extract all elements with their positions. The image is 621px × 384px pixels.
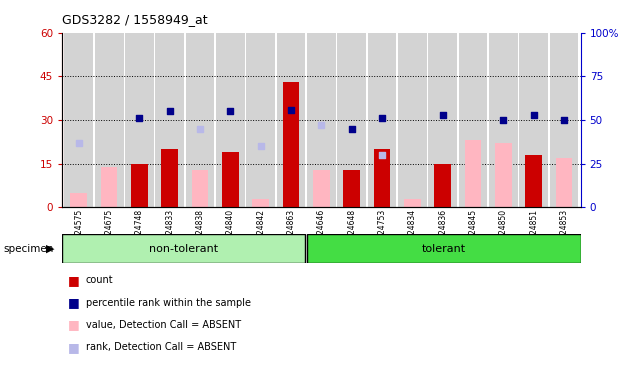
Point [225, 108, 235, 114]
Point [165, 108, 175, 114]
Bar [276, 33, 306, 207]
Bar [186, 33, 214, 207]
Point [498, 117, 508, 123]
Point [286, 106, 296, 113]
Bar [495, 143, 512, 207]
Bar [343, 169, 360, 207]
Point [377, 115, 387, 121]
Point [195, 126, 205, 132]
Bar [247, 33, 275, 207]
Text: ■: ■ [68, 296, 80, 309]
Bar [428, 33, 457, 207]
Bar [525, 155, 542, 207]
Text: tolerant: tolerant [422, 243, 466, 254]
Bar [337, 33, 366, 207]
Point [135, 115, 145, 121]
Text: rank, Detection Call = ABSENT: rank, Detection Call = ABSENT [86, 342, 236, 352]
Bar [458, 33, 487, 207]
Point [559, 117, 569, 123]
Bar [70, 193, 87, 207]
Bar [94, 33, 124, 207]
Bar [283, 82, 299, 207]
Bar [550, 33, 578, 207]
Bar [556, 158, 573, 207]
Text: value, Detection Call = ABSENT: value, Detection Call = ABSENT [86, 320, 241, 330]
Bar [65, 33, 93, 207]
Bar [101, 167, 117, 207]
Text: count: count [86, 275, 113, 285]
Bar [192, 169, 209, 207]
Bar [307, 33, 336, 207]
Bar [374, 149, 391, 207]
Point [377, 152, 387, 158]
Bar [252, 199, 269, 207]
Text: ■: ■ [68, 341, 80, 354]
Bar [489, 33, 518, 207]
Text: non-tolerant: non-tolerant [149, 243, 218, 254]
Bar [368, 33, 396, 207]
Text: ■: ■ [68, 274, 80, 287]
Bar [307, 234, 581, 263]
Text: percentile rank within the sample: percentile rank within the sample [86, 298, 251, 308]
Point [528, 112, 538, 118]
Point [438, 112, 448, 118]
Point [347, 126, 356, 132]
Text: GDS3282 / 1558949_at: GDS3282 / 1558949_at [62, 13, 208, 26]
Text: specimen: specimen [3, 244, 53, 254]
Bar [161, 172, 178, 207]
Bar [161, 149, 178, 207]
Bar [465, 141, 481, 207]
Text: ▶: ▶ [46, 244, 55, 254]
Point [316, 122, 327, 128]
Bar [155, 33, 184, 207]
Bar [62, 234, 305, 263]
Bar [216, 33, 245, 207]
Bar [519, 33, 548, 207]
Bar [222, 152, 238, 207]
Bar [131, 164, 148, 207]
Bar [283, 184, 299, 207]
Bar [404, 199, 420, 207]
Bar [434, 164, 451, 207]
Text: ■: ■ [68, 318, 80, 331]
Bar [313, 169, 330, 207]
Bar [398, 33, 427, 207]
Point [74, 140, 84, 146]
Point [256, 143, 266, 149]
Bar [125, 33, 154, 207]
